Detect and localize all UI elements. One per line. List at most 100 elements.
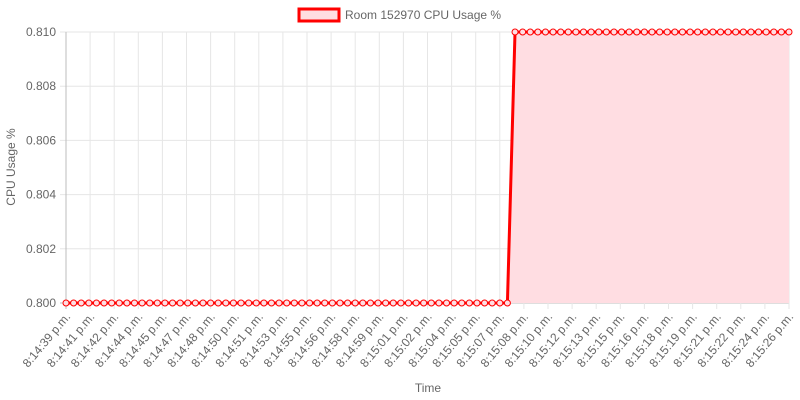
data-point[interactable] (648, 28, 656, 36)
data-point[interactable] (283, 299, 291, 307)
data-point[interactable] (191, 299, 199, 307)
data-point[interactable] (92, 299, 100, 307)
data-point[interactable] (519, 28, 527, 36)
data-point[interactable] (123, 299, 131, 307)
data-point[interactable] (306, 299, 314, 307)
data-point[interactable] (625, 28, 633, 36)
data-point[interactable] (503, 299, 511, 307)
data-point[interactable] (153, 299, 161, 307)
data-point[interactable] (511, 28, 519, 36)
data-point[interactable] (252, 299, 260, 307)
data-point[interactable] (671, 28, 679, 36)
data-point[interactable] (237, 299, 245, 307)
data-point[interactable] (115, 299, 123, 307)
data-point[interactable] (610, 28, 618, 36)
data-point[interactable] (541, 28, 549, 36)
data-point[interactable] (481, 299, 489, 307)
legend-label[interactable]: Room 152970 CPU Usage % (345, 8, 501, 22)
data-point[interactable] (207, 299, 215, 307)
data-point[interactable] (686, 28, 694, 36)
data-point[interactable] (313, 299, 321, 307)
data-point[interactable] (777, 28, 785, 36)
data-point[interactable] (176, 299, 184, 307)
data-point[interactable] (427, 299, 435, 307)
data-point[interactable] (130, 299, 138, 307)
data-point[interactable] (572, 28, 580, 36)
data-point[interactable] (420, 299, 428, 307)
data-point[interactable] (717, 28, 725, 36)
data-point[interactable] (724, 28, 732, 36)
data-point[interactable] (344, 299, 352, 307)
data-point[interactable] (222, 299, 230, 307)
data-point[interactable] (245, 299, 253, 307)
data-point[interactable] (435, 299, 443, 307)
data-point[interactable] (580, 28, 588, 36)
data-point[interactable] (656, 28, 664, 36)
data-point[interactable] (214, 299, 222, 307)
data-point[interactable] (382, 299, 390, 307)
data-point[interactable] (70, 299, 78, 307)
data-point[interactable] (709, 28, 717, 36)
data-point[interactable] (785, 28, 793, 36)
data-point[interactable] (359, 299, 367, 307)
data-point[interactable] (161, 299, 169, 307)
legend[interactable]: Room 152970 CPU Usage % (297, 7, 501, 23)
data-point[interactable] (602, 28, 610, 36)
data-point[interactable] (488, 299, 496, 307)
data-point[interactable] (557, 28, 565, 36)
data-point[interactable] (450, 299, 458, 307)
data-point[interactable] (549, 28, 557, 36)
data-point[interactable] (290, 299, 298, 307)
data-point[interactable] (595, 28, 603, 36)
data-point[interactable] (564, 28, 572, 36)
data-point[interactable] (85, 299, 93, 307)
data-point[interactable] (267, 299, 275, 307)
data-point[interactable] (108, 299, 116, 307)
data-point[interactable] (694, 28, 702, 36)
data-point[interactable] (678, 28, 686, 36)
data-point[interactable] (762, 28, 770, 36)
data-point[interactable] (100, 299, 108, 307)
y-tick-label: 0.804 (26, 188, 56, 202)
data-point[interactable] (260, 299, 268, 307)
data-point[interactable] (633, 28, 641, 36)
data-point[interactable] (229, 299, 237, 307)
data-point[interactable] (146, 299, 154, 307)
data-point[interactable] (473, 299, 481, 307)
data-point[interactable] (404, 299, 412, 307)
data-point[interactable] (298, 299, 306, 307)
data-point[interactable] (397, 299, 405, 307)
data-point[interactable] (389, 299, 397, 307)
data-point[interactable] (770, 28, 778, 36)
data-point[interactable] (587, 28, 595, 36)
legend-swatch[interactable] (297, 7, 341, 23)
data-point[interactable] (747, 28, 755, 36)
data-point[interactable] (77, 299, 85, 307)
data-point[interactable] (199, 299, 207, 307)
data-point[interactable] (62, 299, 70, 307)
data-point[interactable] (739, 28, 747, 36)
data-point[interactable] (458, 299, 466, 307)
data-point[interactable] (701, 28, 709, 36)
data-point[interactable] (351, 299, 359, 307)
data-point[interactable] (496, 299, 504, 307)
data-point[interactable] (366, 299, 374, 307)
data-point[interactable] (184, 299, 192, 307)
data-point[interactable] (663, 28, 671, 36)
data-point[interactable] (328, 299, 336, 307)
data-point[interactable] (374, 299, 382, 307)
data-point[interactable] (321, 299, 329, 307)
data-point[interactable] (138, 299, 146, 307)
data-point[interactable] (732, 28, 740, 36)
data-point[interactable] (443, 299, 451, 307)
data-point[interactable] (412, 299, 420, 307)
data-point[interactable] (526, 28, 534, 36)
data-point[interactable] (169, 299, 177, 307)
data-point[interactable] (275, 299, 283, 307)
data-point[interactable] (755, 28, 763, 36)
data-point[interactable] (640, 28, 648, 36)
data-point[interactable] (336, 299, 344, 307)
data-point[interactable] (465, 299, 473, 307)
data-point[interactable] (618, 28, 626, 36)
data-point[interactable] (534, 28, 542, 36)
